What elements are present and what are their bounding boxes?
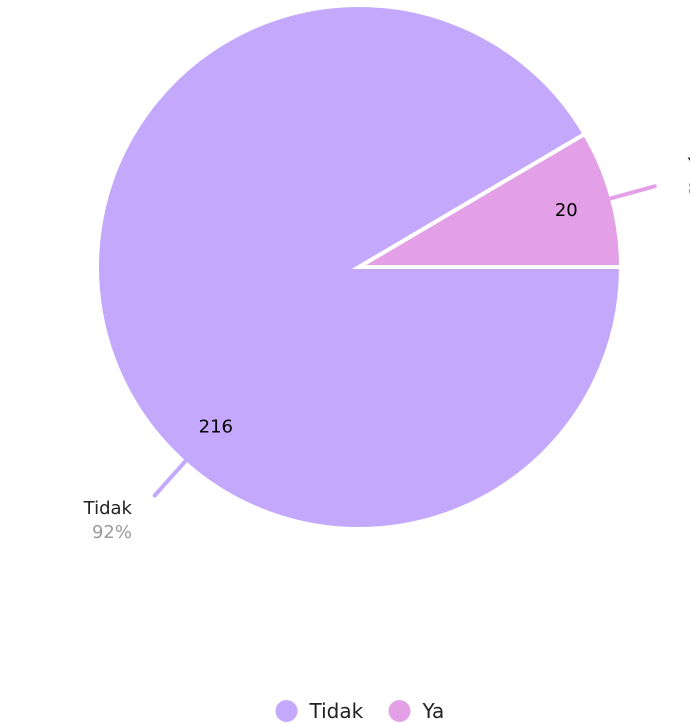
legend-swatch-tidak	[275, 700, 298, 722]
outer-label-name-ya: Ya	[687, 154, 690, 175]
legend-label-tidak: Tidak	[309, 699, 364, 723]
pie-slices	[95, 3, 624, 531]
leader-line-tidak	[152, 458, 189, 498]
legend-label-ya: Ya	[422, 699, 445, 723]
slice-labels: 216 Tidak 92% 20 Ya 8%	[83, 154, 690, 543]
legend-item-tidak[interactable]: Tidak	[275, 699, 364, 723]
legend: Tidak Ya	[275, 699, 445, 723]
value-label-tidak: 216	[199, 417, 233, 438]
outer-label-percent-ya: 8%	[688, 178, 690, 199]
legend-item-ya[interactable]: Ya	[388, 699, 445, 723]
outer-label-percent-tidak: 92%	[92, 522, 132, 543]
leader-lines	[152, 184, 657, 498]
value-label-ya: 20	[555, 200, 578, 221]
leader-line-ya	[607, 184, 657, 201]
outer-label-name-tidak: Tidak	[83, 498, 133, 519]
legend-swatch-ya	[388, 700, 411, 722]
